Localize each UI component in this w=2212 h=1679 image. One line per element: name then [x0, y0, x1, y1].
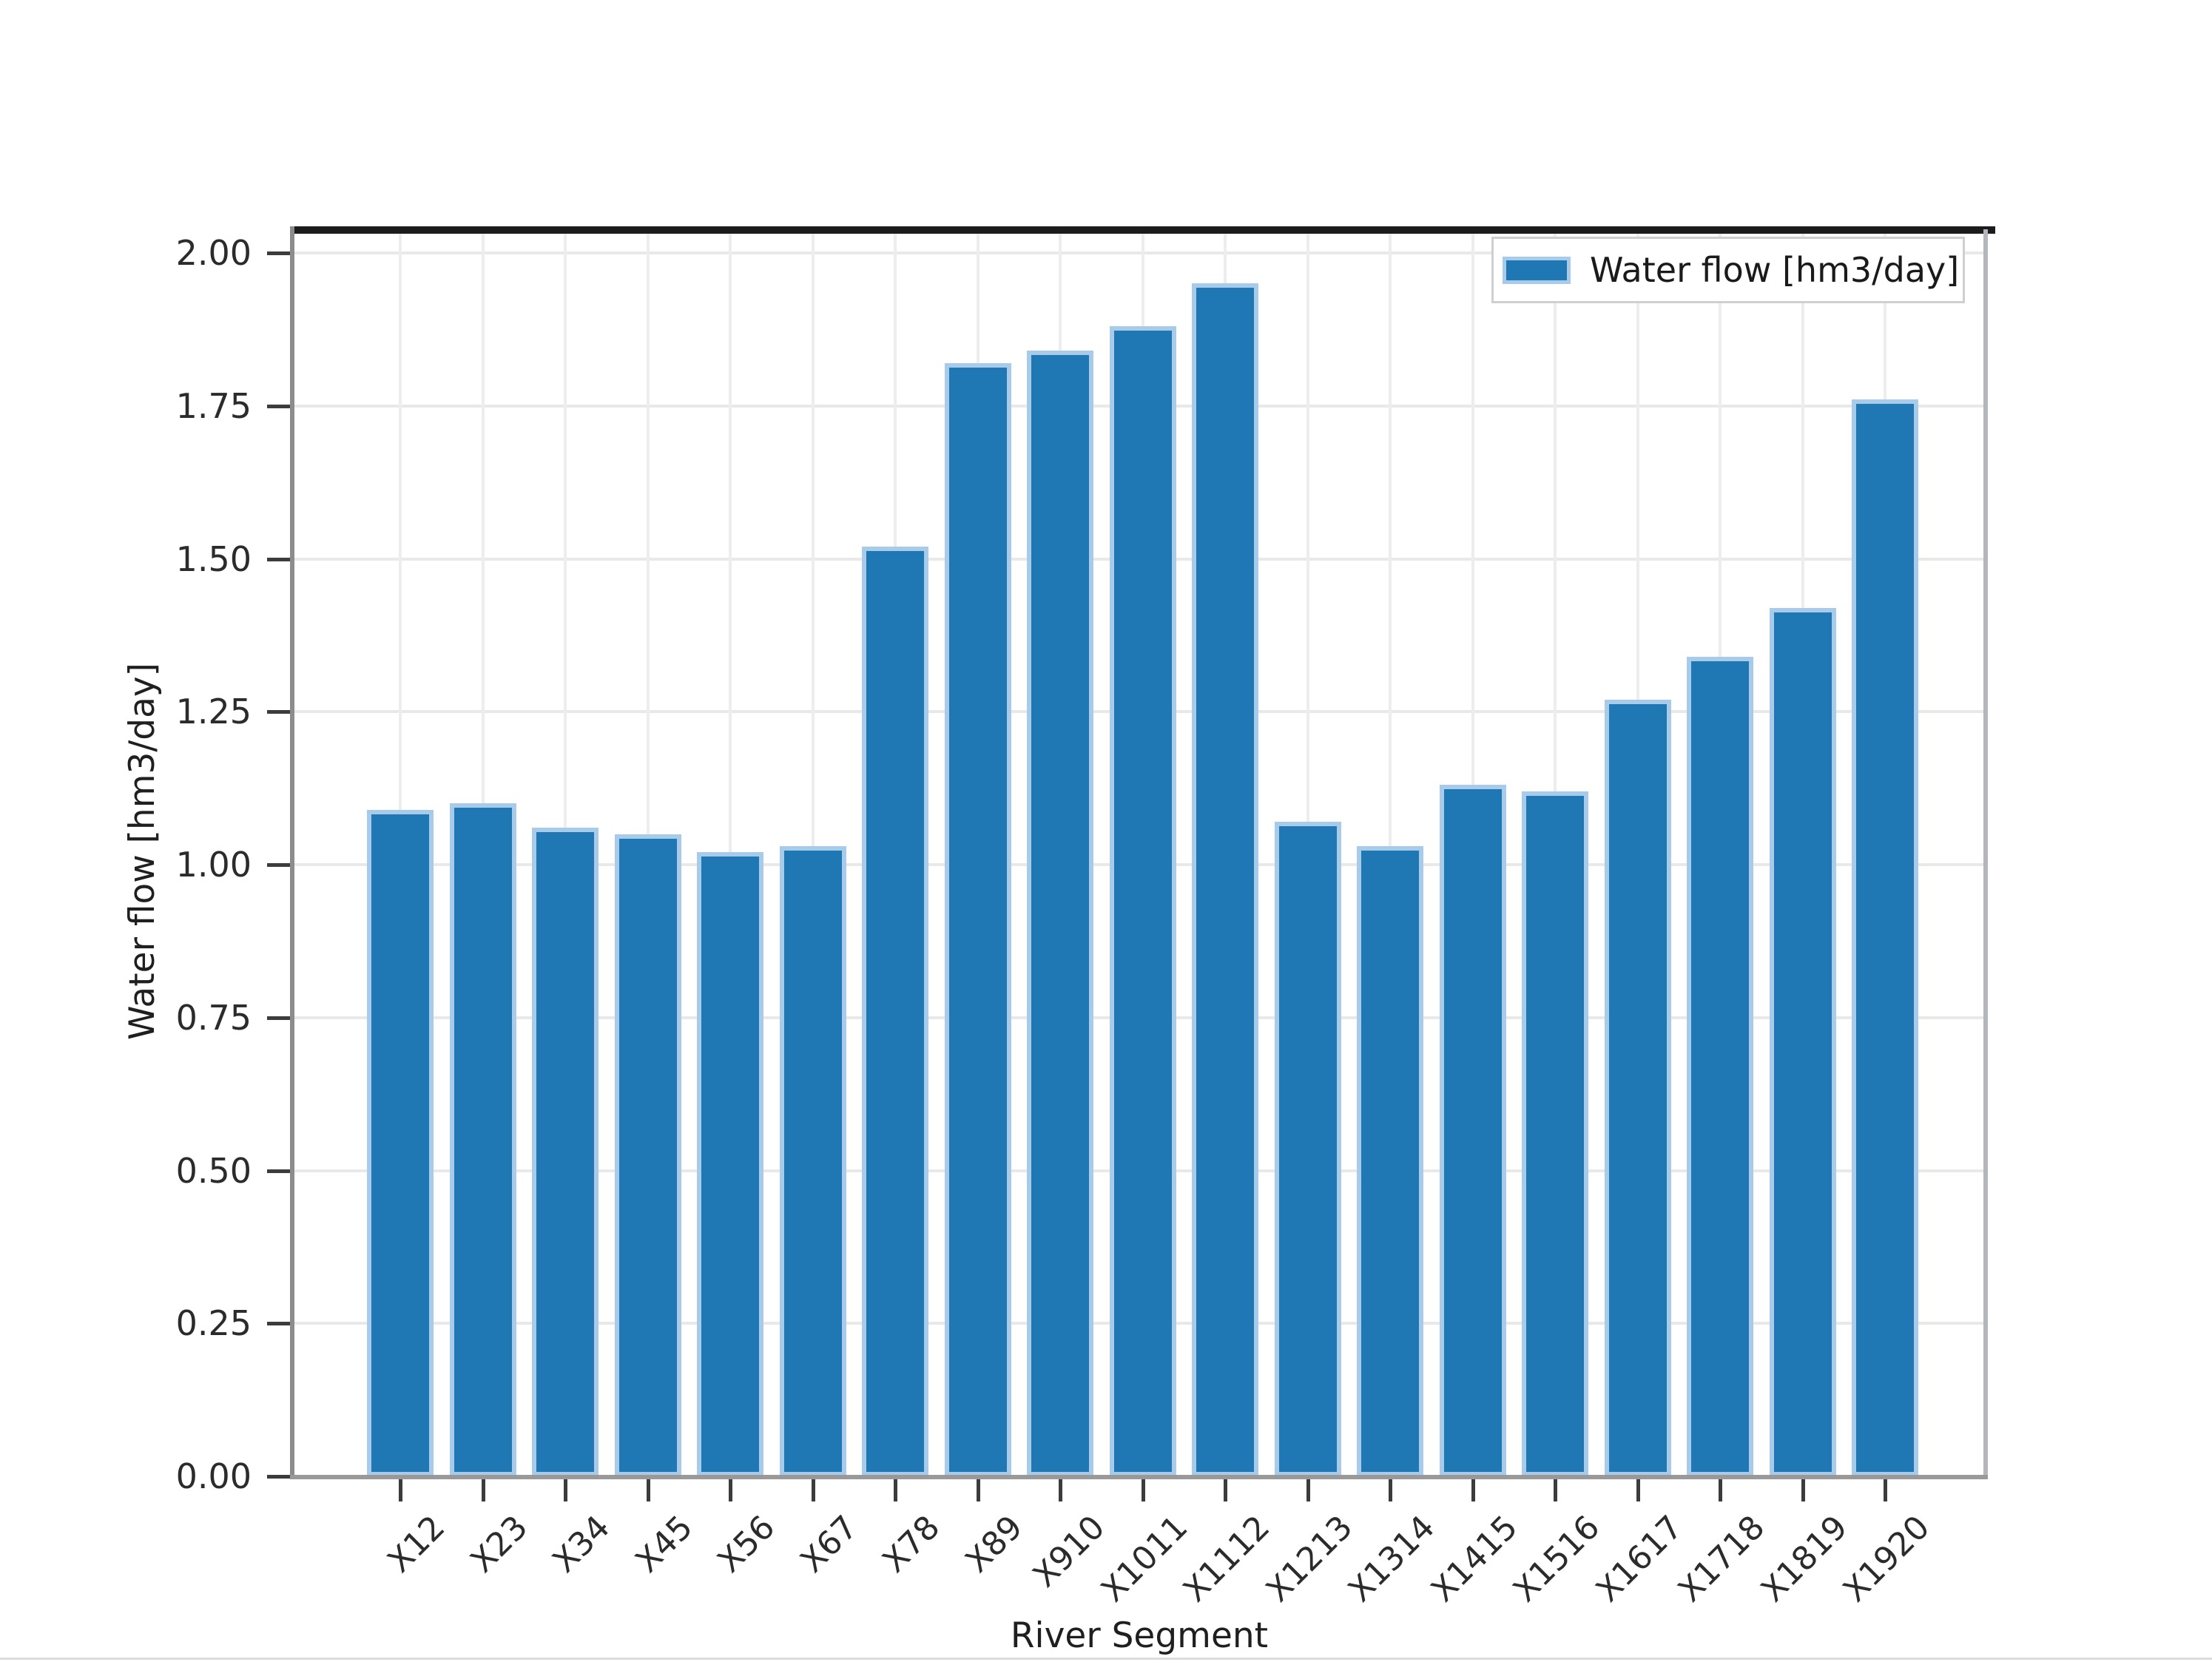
- legend-color-patch-icon: [1503, 256, 1571, 284]
- y-tick-mark: [267, 1475, 291, 1479]
- bar-X1011: [1110, 326, 1176, 1476]
- y-tick-label: 1.00: [175, 845, 252, 885]
- x-tick-mark: [1554, 1479, 1557, 1501]
- x-tick-mark: [564, 1479, 567, 1501]
- y-tick-label: 1.50: [175, 539, 252, 579]
- bar-X34: [532, 828, 598, 1476]
- bar-X1314: [1357, 846, 1423, 1476]
- legend-entry-label: Water flow [hm3/day]: [1590, 250, 1960, 290]
- y-tick-mark: [267, 1016, 291, 1020]
- bottom-spine: [290, 1475, 1988, 1479]
- x-tick-mark: [1389, 1479, 1392, 1501]
- bar-X67: [780, 846, 846, 1476]
- y-tick-mark: [267, 1322, 291, 1325]
- x-tick-mark: [1719, 1479, 1722, 1501]
- y-tick-label: 1.75: [175, 386, 252, 426]
- y-tick-label: 0.50: [175, 1151, 252, 1191]
- bar-X1112: [1192, 283, 1258, 1476]
- y-tick-label: 2.00: [175, 233, 252, 273]
- x-tick-mark: [1801, 1479, 1805, 1501]
- left-spine: [290, 226, 294, 1479]
- x-tick-mark: [1306, 1479, 1310, 1501]
- y-tick-mark: [267, 863, 291, 867]
- y-tick-label: 0.75: [175, 998, 252, 1038]
- bar-X45: [615, 834, 681, 1476]
- y-axis-label: Water flow [hm3/day]: [122, 662, 163, 1041]
- bar-X1819: [1770, 608, 1836, 1476]
- x-tick-mark: [894, 1479, 897, 1501]
- bar-X56: [697, 852, 763, 1476]
- x-tick-mark: [1471, 1479, 1475, 1501]
- right-spine: [1983, 229, 1988, 1479]
- x-tick-mark: [647, 1479, 650, 1501]
- legend: Water flow [hm3/day]: [1491, 237, 1965, 303]
- y-tick-mark: [267, 710, 291, 714]
- y-tick-label: 0.25: [175, 1303, 252, 1343]
- bar-X78: [862, 547, 928, 1476]
- bar-X1718: [1687, 657, 1753, 1476]
- y-tick-label: 1.25: [175, 692, 252, 732]
- bar-X1617: [1605, 700, 1671, 1476]
- y-tick-mark: [267, 558, 291, 561]
- bar-X89: [945, 363, 1011, 1476]
- x-tick-mark: [1884, 1479, 1887, 1501]
- x-tick-mark: [1059, 1479, 1062, 1501]
- y-tick-label: 0.00: [175, 1456, 252, 1496]
- y-tick-mark: [267, 251, 291, 255]
- x-axis-label: River Segment: [1010, 1615, 1269, 1656]
- bar-X1920: [1852, 399, 1918, 1476]
- x-tick-mark: [1224, 1479, 1227, 1501]
- x-tick-mark: [1636, 1479, 1640, 1501]
- x-tick-mark: [812, 1479, 815, 1501]
- bar-X910: [1027, 351, 1093, 1476]
- x-tick-mark: [482, 1479, 485, 1501]
- bar-X1213: [1275, 822, 1341, 1476]
- bar-X1516: [1522, 791, 1588, 1476]
- y-tick-mark: [267, 1169, 291, 1173]
- x-tick-mark: [977, 1479, 980, 1501]
- bar-X1415: [1440, 785, 1506, 1476]
- x-tick-mark: [1142, 1479, 1145, 1501]
- bar-X23: [450, 803, 516, 1476]
- x-tick-mark: [729, 1479, 732, 1501]
- horizontal-gridline: [294, 251, 1983, 254]
- bottom-edge-divider: [0, 1658, 2212, 1660]
- x-tick-mark: [399, 1479, 402, 1501]
- top-spine: [291, 226, 1995, 234]
- y-tick-mark: [267, 405, 291, 408]
- bar-X12: [367, 810, 434, 1476]
